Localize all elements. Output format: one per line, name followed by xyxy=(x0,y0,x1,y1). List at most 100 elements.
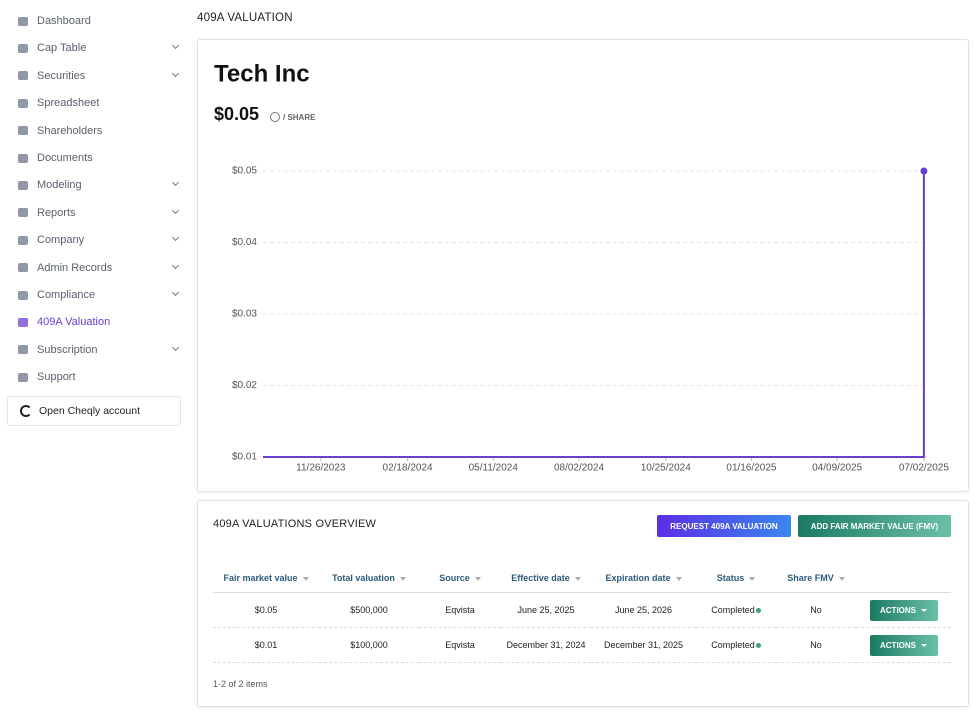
chevron xyxy=(172,42,179,49)
table-cell: December 31, 2025 xyxy=(591,628,696,663)
table-row: $0.01 $100,000 Eqvista December 31, 2024 Dec… xyxy=(213,628,951,663)
x-tick-label: 02/18/2024 xyxy=(383,463,433,474)
nav-icon xyxy=(18,126,28,135)
nav-item[interactable]: Subscription xyxy=(0,339,190,361)
nav-item[interactable]: Documents xyxy=(0,147,190,169)
nav-icon xyxy=(18,208,28,217)
nav-label: Shareholders xyxy=(37,125,102,137)
sort-icon xyxy=(400,577,406,581)
nav-item[interactable]: Spreadsheet xyxy=(0,92,190,114)
nav-label: Company xyxy=(37,234,84,246)
table-cell: ACTIONS xyxy=(856,593,951,628)
cell-text: No xyxy=(810,605,822,615)
chart: Tech Inc $0.05 / SHARE $0.01$0.02$0.03$0… xyxy=(198,40,968,491)
nav-item[interactable]: Reports xyxy=(0,202,190,224)
nav-item[interactable]: Dashboard xyxy=(0,10,190,32)
sort-icon xyxy=(839,577,845,581)
column-label: Total valuation xyxy=(332,573,395,583)
sort-icon xyxy=(303,577,309,581)
table-cell: June 25, 2025 xyxy=(501,593,591,628)
nav-item[interactable]: Support xyxy=(0,366,190,388)
chevron xyxy=(172,234,179,241)
nav-icon xyxy=(18,71,28,80)
chevron xyxy=(172,262,179,269)
nav-icon xyxy=(18,154,28,163)
nav-label: Admin Records xyxy=(37,262,112,274)
nav-icon xyxy=(18,263,28,272)
cell-text: Eqvista xyxy=(445,640,475,650)
info-icon[interactable] xyxy=(271,113,280,122)
x-tick-label: 01/16/2025 xyxy=(726,463,776,474)
share-price: $0.05 xyxy=(214,104,259,124)
cell-text: Completed xyxy=(711,605,755,615)
table-cell: Eqvista xyxy=(419,628,501,663)
table-cell: December 31, 2024 xyxy=(501,628,591,663)
column-header[interactable]: Status xyxy=(696,564,776,593)
nav-label: Reports xyxy=(37,207,76,219)
x-tick-label: 08/02/2024 xyxy=(554,463,604,474)
sort-icon xyxy=(475,577,481,581)
nav-label: Subscription xyxy=(37,344,98,356)
column-label: Fair market value xyxy=(223,573,297,583)
status-dot xyxy=(756,643,761,648)
y-tick-label: $0.04 xyxy=(232,237,257,248)
table-cell: $500,000 xyxy=(319,593,419,628)
chevron xyxy=(172,179,179,186)
sort-icon xyxy=(676,577,682,581)
column-header[interactable]: Share FMV xyxy=(776,564,856,593)
actions-button[interactable]: ACTIONS xyxy=(870,635,938,656)
y-tick-label: $0.01 xyxy=(232,452,257,463)
nav-icon xyxy=(18,318,28,327)
nav-item[interactable]: Company xyxy=(0,229,190,251)
cell-text: June 25, 2025 xyxy=(517,605,574,615)
nav-icon xyxy=(18,181,28,190)
cheqly-label: Open Cheqly account xyxy=(39,405,140,417)
y-tick-label: $0.05 xyxy=(232,166,257,177)
column-header[interactable]: Fair market value xyxy=(213,564,319,593)
column-header[interactable]: Source xyxy=(419,564,501,593)
table-cell: $100,000 xyxy=(319,628,419,663)
point xyxy=(920,168,927,175)
table-cell: No xyxy=(776,593,856,628)
chart-card: Tech Inc $0.05 / SHARE $0.01$0.02$0.03$0… xyxy=(197,39,969,492)
x-tick-label: 07/02/2025 xyxy=(899,463,949,474)
nav-icon xyxy=(18,44,28,53)
cell-text: $500,000 xyxy=(350,605,388,615)
request-button[interactable]: REQUEST 409A VALUATION xyxy=(657,515,791,537)
column-label: Status xyxy=(717,573,745,583)
nav-label: Compliance xyxy=(37,289,95,301)
add-fmv-button[interactable]: ADD FAIR MARKET VALUE (FMV) xyxy=(798,515,951,537)
nav-item[interactable]: Shareholders xyxy=(0,120,190,142)
table-cell: ACTIONS xyxy=(856,628,951,663)
column-header[interactable]: Total valuation xyxy=(319,564,419,593)
actions-button[interactable]: ACTIONS xyxy=(870,600,938,621)
chevron xyxy=(172,289,179,296)
sidebar: Open Cheqly account Dashboard Cap Table Se… xyxy=(0,0,190,711)
column-label: Source xyxy=(439,573,470,583)
nav-item[interactable]: Compliance xyxy=(0,284,190,306)
share-unit: / SHARE xyxy=(283,113,316,122)
nav-item[interactable]: Cap Table xyxy=(0,37,190,59)
table-cell: June 25, 2026 xyxy=(591,593,696,628)
nav-item[interactable]: 409A Valuation xyxy=(0,311,190,333)
nav-icon xyxy=(18,17,28,26)
column-header[interactable]: Expiration date xyxy=(591,564,696,593)
y-tick-label: $0.03 xyxy=(232,309,257,320)
nav-icon xyxy=(18,345,28,354)
cell-text: $0.01 xyxy=(255,640,278,650)
nav-label: Support xyxy=(37,371,76,383)
cheqly-button[interactable]: Open Cheqly account xyxy=(7,396,181,426)
nav-item[interactable]: Securities xyxy=(0,65,190,87)
column-header[interactable]: Effective date xyxy=(501,564,591,593)
chevron xyxy=(172,344,179,351)
chevron xyxy=(172,70,179,77)
nav-icon xyxy=(18,373,28,382)
page-title: 409A VALUATION xyxy=(197,12,293,24)
nav-item[interactable]: Admin Records xyxy=(0,257,190,279)
nav-item[interactable]: Modeling xyxy=(0,174,190,196)
cell-text: June 25, 2026 xyxy=(615,605,672,615)
company-name: Tech Inc xyxy=(214,60,310,87)
table-cell: $0.05 xyxy=(213,593,319,628)
cell-text: December 31, 2024 xyxy=(506,640,585,650)
